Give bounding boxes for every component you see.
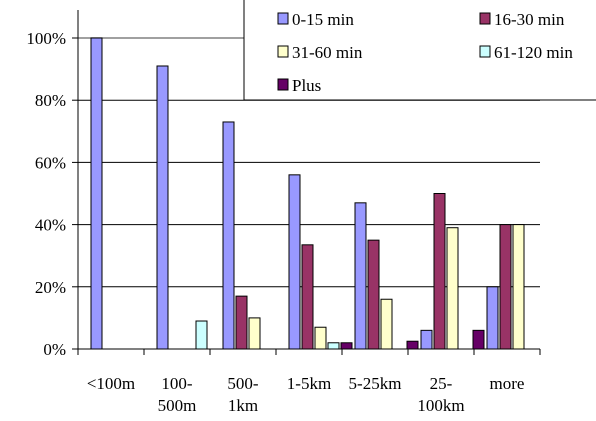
- bar-5-6: [472, 329, 485, 350]
- x-tick-label: 500-1km: [227, 374, 259, 415]
- legend-swatch: [277, 12, 289, 25]
- bar-2-6: [433, 193, 446, 350]
- legend-label: 16-30 min: [494, 10, 565, 29]
- bar-1-5: [354, 202, 367, 350]
- bar-3-4: [314, 326, 327, 350]
- bar-3-6: [446, 227, 459, 350]
- x-axis-labels: <100m 100-500m 500-1km 1-5km 5-25km 25-100km m…: [87, 374, 525, 415]
- x-tick-label: 1-5km: [287, 374, 331, 393]
- y-tick-label: 20%: [35, 278, 66, 297]
- x-tick-label: 100-500m: [158, 374, 197, 415]
- legend-label: Plus: [292, 76, 321, 95]
- axes: [72, 10, 541, 355]
- y-axis-ticks: 0% 20% 40% 60% 80% 100%: [26, 29, 66, 359]
- y-tick-label: 0%: [43, 340, 66, 359]
- bar-3-7: [512, 224, 525, 350]
- bar-2-3: [235, 295, 248, 350]
- legend-label: 61-120 min: [494, 43, 573, 62]
- x-tick-label: 25-100km: [417, 374, 464, 415]
- bar-5-4: [340, 342, 353, 350]
- legend-swatch: [479, 12, 491, 25]
- x-tick-label: 5-25km: [349, 374, 402, 393]
- bar-1-6: [420, 329, 433, 350]
- bar-3-3: [248, 317, 261, 350]
- bar-4-4: [327, 342, 340, 350]
- x-tick-label: more: [490, 374, 525, 393]
- bar-1-1: [90, 37, 103, 350]
- y-tick-label: 80%: [35, 91, 66, 110]
- legend-entry: 31-60 min: [277, 43, 363, 62]
- bar-1-3: [222, 121, 235, 350]
- y-tick-label: 100%: [26, 29, 66, 48]
- x-tick-label: <100m: [87, 374, 135, 393]
- legend-swatch: [277, 78, 289, 91]
- legend-label: 31-60 min: [292, 43, 363, 62]
- y-tick-label: 40%: [35, 216, 66, 235]
- bars: [90, 37, 525, 350]
- legend-entry: 16-30 min: [479, 10, 565, 29]
- y-tick-label: 60%: [35, 153, 66, 172]
- bar-2-5: [367, 239, 380, 350]
- bar-4-2: [195, 320, 208, 350]
- legend-entry: Plus: [277, 76, 321, 95]
- bar-2-4: [301, 244, 314, 350]
- legend-entry: 0-15 min: [277, 10, 354, 29]
- bar-1-4: [288, 174, 301, 350]
- bar-5-5: [406, 340, 419, 350]
- legend: 0-15 min 16-30 min 31-60 min 61-120 min Plus: [243, 0, 596, 101]
- bar-1-7: [486, 286, 499, 350]
- bar-1-2: [156, 65, 169, 350]
- bar-3-5: [380, 298, 393, 350]
- legend-label: 0-15 min: [292, 10, 354, 29]
- legend-entry: 61-120 min: [479, 43, 573, 62]
- legend-swatch: [479, 45, 491, 58]
- bar-2-7: [499, 224, 512, 350]
- legend-swatch: [277, 45, 289, 58]
